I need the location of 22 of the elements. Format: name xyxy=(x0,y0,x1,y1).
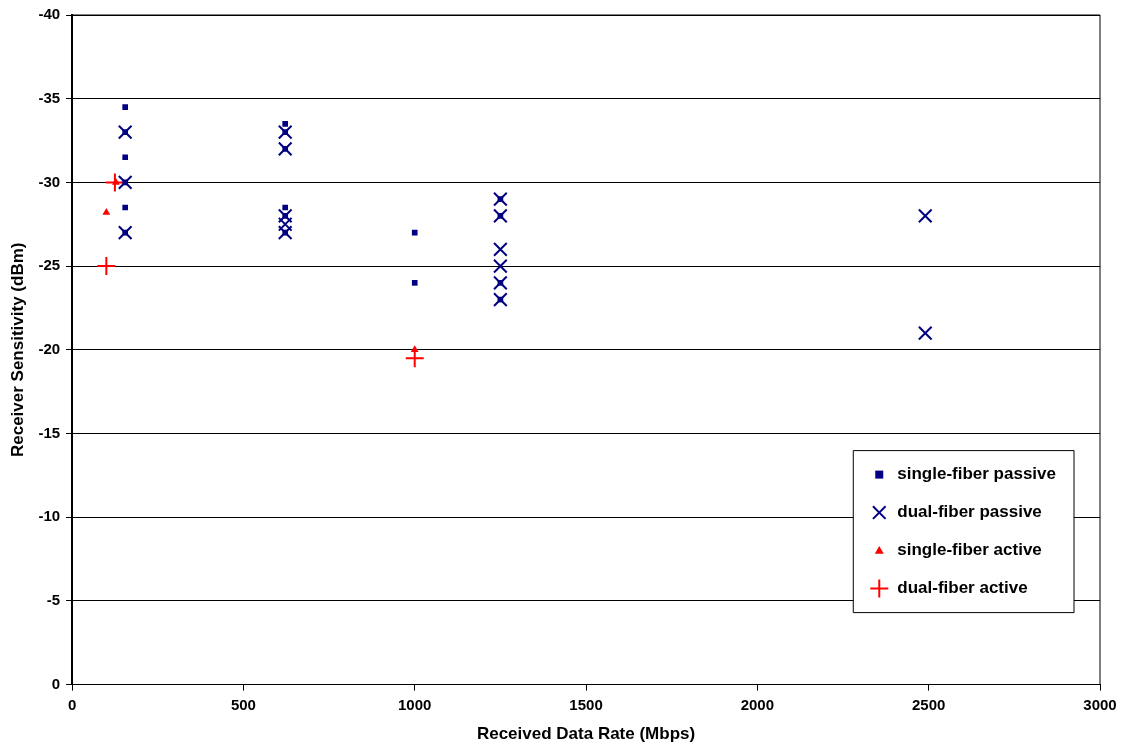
x-tick-label: 3000 xyxy=(1083,695,1117,713)
legend-label: single-fiber passive xyxy=(897,464,1057,484)
y-tick-label: -40 xyxy=(38,5,61,23)
y-tick-label: 0 xyxy=(51,674,61,692)
y-tick-label: -35 xyxy=(38,88,61,106)
x-tick-label: 1000 xyxy=(398,695,432,713)
y-tick-label: -5 xyxy=(46,591,61,609)
x-tick-label: 0 xyxy=(67,695,77,713)
x-tick-label: 2500 xyxy=(911,695,946,713)
x-tick-label: 2000 xyxy=(740,695,775,713)
y-tick-label: -20 xyxy=(38,339,61,357)
y-tick-label: -30 xyxy=(38,172,61,190)
y-tick-label: -15 xyxy=(38,423,61,441)
y-axis-title: Receiver Sensitivity (dBm) xyxy=(7,242,27,458)
legend-label: dual-fiber passive xyxy=(897,502,1042,522)
legend-label: dual-fiber active xyxy=(897,578,1028,598)
x-tick-label: 1500 xyxy=(569,695,603,713)
legend-label: single-fiber active xyxy=(897,540,1042,560)
y-tick-label: -25 xyxy=(38,256,61,274)
x-axis-title: Received Data Rate (Mbps) xyxy=(476,724,696,744)
x-tick-label: 500 xyxy=(230,695,256,713)
y-tick-label: -10 xyxy=(38,507,61,525)
